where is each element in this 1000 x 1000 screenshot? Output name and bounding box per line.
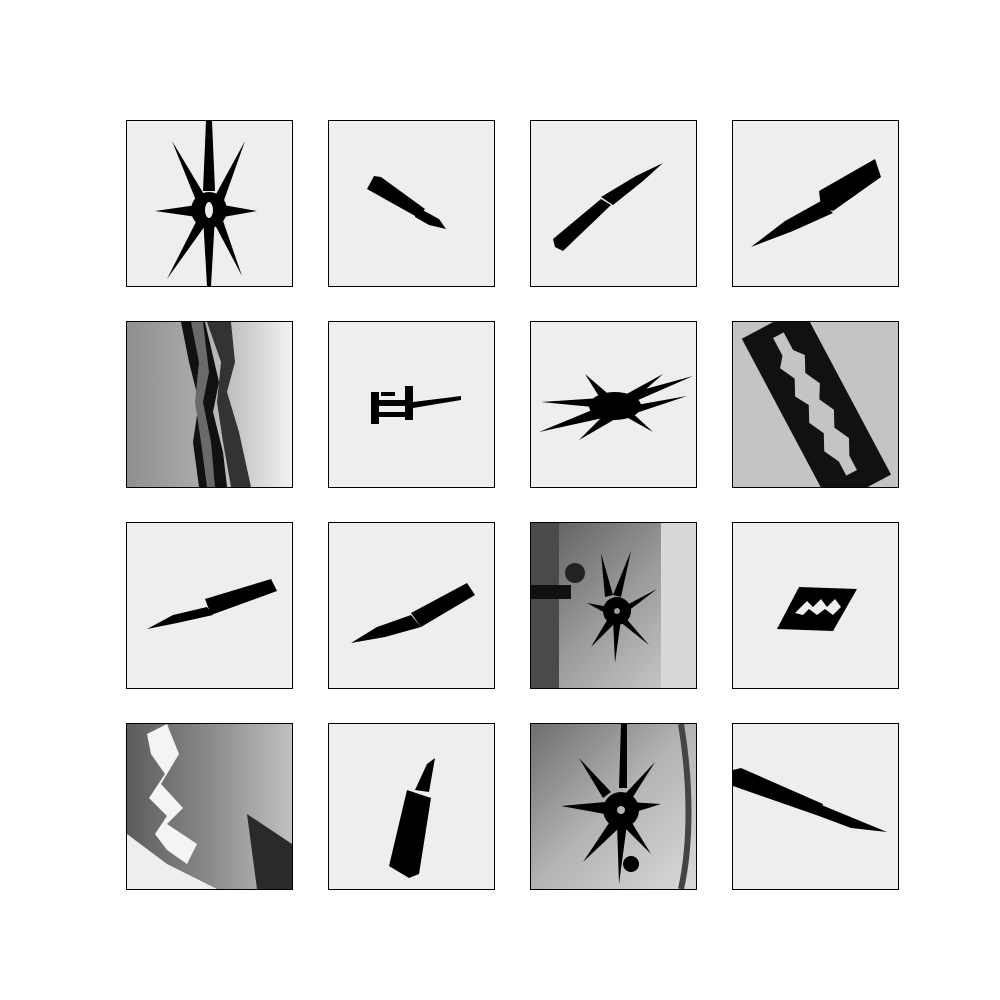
knife-image xyxy=(531,121,696,286)
image-tile xyxy=(732,120,899,287)
image-tile xyxy=(732,522,899,689)
image-tile xyxy=(328,522,495,689)
blade-closeup-image xyxy=(127,322,292,487)
image-tile xyxy=(126,120,293,287)
image-tile xyxy=(732,321,899,488)
knife-image xyxy=(329,523,494,688)
image-tile xyxy=(530,723,697,890)
razor-blade-image xyxy=(733,523,898,688)
knife-image xyxy=(733,724,898,889)
multitool-image xyxy=(329,322,494,487)
image-tile xyxy=(328,321,495,488)
knife-image xyxy=(329,121,494,286)
image-tile xyxy=(126,321,293,488)
blade-closeup-image xyxy=(127,724,292,889)
image-tile xyxy=(530,321,697,488)
throwing-star-in-bag-image xyxy=(531,523,696,688)
image-tile xyxy=(126,522,293,689)
throwing-star-image xyxy=(127,121,292,286)
image-tile xyxy=(328,723,495,890)
image-tile xyxy=(530,522,697,689)
razor-blade-image xyxy=(733,322,898,487)
image-tile xyxy=(530,120,697,287)
image-tile xyxy=(732,723,899,890)
knife-image xyxy=(329,724,494,889)
throwing-star-image xyxy=(531,322,696,487)
image-tile xyxy=(328,120,495,287)
knife-image xyxy=(127,523,292,688)
image-tile xyxy=(126,723,293,890)
knife-image xyxy=(733,121,898,286)
throwing-star-in-bag-image xyxy=(531,724,696,889)
